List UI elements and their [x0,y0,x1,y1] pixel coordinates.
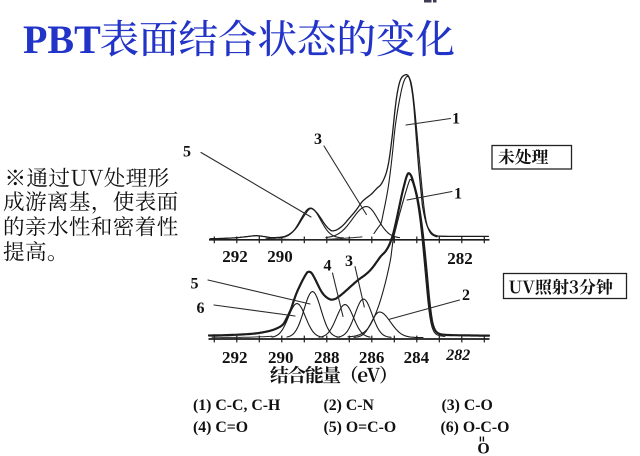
svg-text:4: 4 [324,258,332,275]
svg-text:286: 286 [359,348,385,367]
svg-text:(2) C-N: (2) C-N [324,397,375,414]
svg-text:290: 290 [268,348,294,367]
svg-text:3: 3 [345,253,353,270]
svg-text:284: 284 [404,348,430,367]
svg-text:290: 290 [267,247,293,266]
svg-text:1: 1 [452,111,460,128]
svg-text:PBT: PBT [23,17,101,62]
svg-text:(3) C-O: (3) C-O [442,397,493,414]
svg-text:5: 5 [183,144,191,161]
svg-text:O: O [477,441,489,456]
svg-text:2: 2 [462,287,470,304]
svg-text:3: 3 [314,131,322,148]
svg-text:282: 282 [445,347,470,364]
svg-text:282: 282 [447,249,473,268]
svg-text:6: 6 [197,300,205,317]
svg-text:292: 292 [222,247,248,266]
svg-text:(6) O-C-O: (6) O-C-O [441,419,510,436]
svg-text:1: 1 [454,186,462,203]
svg-text:(1) C-C, C-H: (1) C-C, C-H [193,397,281,414]
svg-text:5: 5 [191,276,199,293]
svg-text:288: 288 [314,348,340,367]
svg-text:292: 292 [222,348,248,367]
svg-text:(5) O=C-O: (5) O=C-O [324,419,397,436]
svg-text:(4) C=O: (4) C=O [193,419,248,436]
